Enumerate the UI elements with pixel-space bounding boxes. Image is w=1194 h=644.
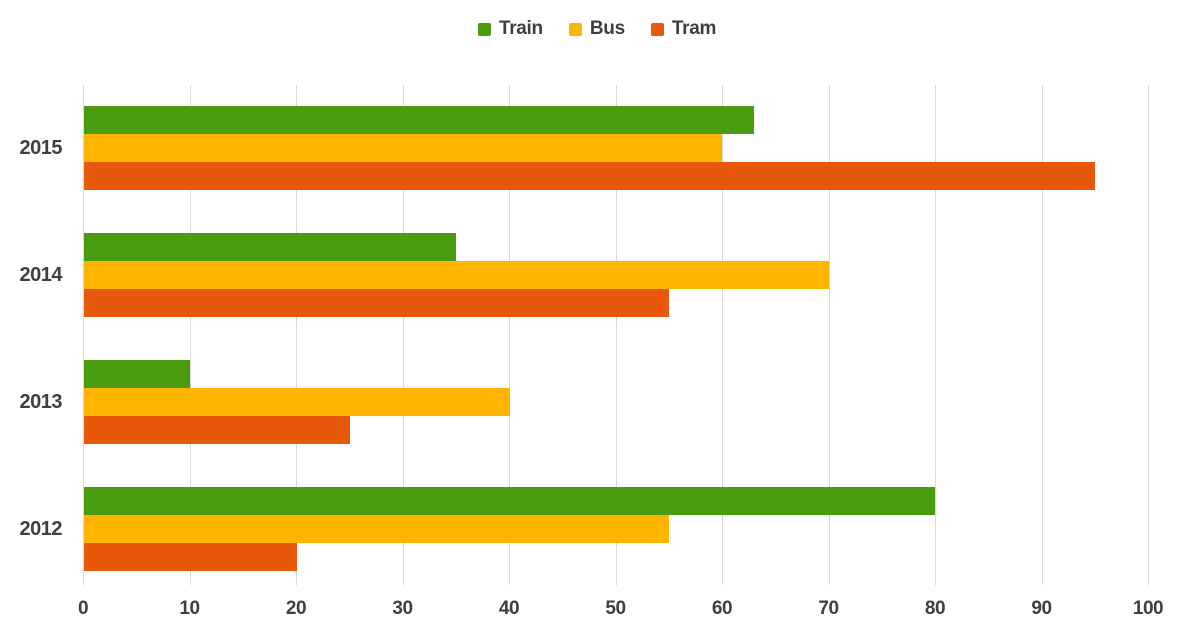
category-label-2013: 2013 [19,391,63,413]
category-label-2014: 2014 [19,264,63,286]
bar-bus-2013 [84,388,510,416]
legend-item-bus: Bus [568,18,625,40]
bar-tram-2014 [84,289,670,317]
bar-bus-2012 [84,515,670,543]
x-tick-label-80: 80 [924,598,946,619]
legend-swatch-tram [650,22,664,36]
bar-group-2012 [84,487,1148,571]
bar-train-2012 [84,487,936,515]
gridline-x-90 [1041,85,1043,585]
bar-group-2015 [84,106,1148,190]
x-tick-label-30: 30 [392,598,413,619]
bar-tram-2013 [84,416,350,444]
gridline-x-70 [828,85,830,585]
gridline-x-80 [935,85,936,585]
legend-item-train: Train [477,18,543,40]
x-tick-label-50: 50 [605,598,626,619]
gridline-x-30 [402,85,404,585]
bar-bus-2014 [84,261,829,289]
bar-tram-2015 [84,162,1095,190]
gridline-x-50 [615,85,617,585]
x-tick-label-90: 90 [1031,598,1052,619]
gridline-x-60 [722,85,723,585]
gridline-x-20 [296,85,297,585]
y-axis-labels: 2015 2014 2013 2012 [0,85,66,585]
legend-item-tram: Tram [650,18,717,40]
legend-label: Tram [671,18,717,39]
bar-train-2013 [84,360,191,388]
x-tick-label-100: 100 [1132,598,1164,619]
gridline-x-40 [509,85,510,585]
plot-area [83,85,1149,585]
x-tick-label-10: 10 [179,598,200,619]
legend-swatch-bus [568,22,582,36]
legend-label: Train [498,18,543,39]
bar-train-2014 [84,233,457,261]
x-tick-label-20: 20 [285,598,307,619]
gridline-x-0 [83,85,84,585]
gridline-x-10 [189,85,191,585]
x-tick-label-0: 0 [77,598,89,619]
bar-tram-2012 [84,543,297,571]
chart-legend: Train Bus Tram [0,18,1194,40]
x-axis-labels: 0 10 20 30 40 50 60 70 80 90 100 [78,598,1164,628]
x-tick-label-60: 60 [711,598,733,619]
bar-bus-2015 [84,134,723,162]
category-label-2015: 2015 [19,137,63,159]
gridline-x-100 [1148,85,1149,585]
bar-group-2013 [84,360,1148,444]
bar-group-2014 [84,233,1148,317]
x-tick-label-70: 70 [818,598,839,619]
x-tick-label-40: 40 [498,598,520,619]
legend-label: Bus [589,18,625,39]
bar-train-2015 [84,106,755,134]
legend-swatch-train [477,22,491,36]
category-label-2012: 2012 [19,518,63,540]
